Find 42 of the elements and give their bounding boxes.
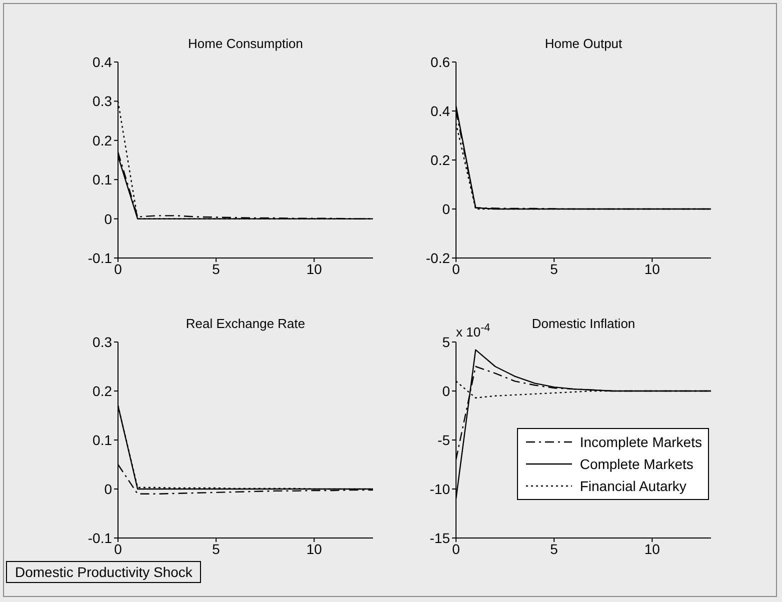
y-tick-label: 0.1 xyxy=(92,172,112,188)
legend-label: Incomplete Markets xyxy=(580,433,702,452)
text: x 10$^{-4}$ xyxy=(456,322,490,340)
y-tick-label: 0.6 xyxy=(430,54,450,70)
chart-title: Home Consumption xyxy=(187,36,304,51)
x-tick-label: 10 xyxy=(644,540,660,557)
y-tick-label: -15 xyxy=(430,530,450,546)
x-tick-label: 10 xyxy=(306,540,322,557)
y-tick-label: 0 xyxy=(104,210,112,227)
legend-label: Complete Markets xyxy=(580,455,694,474)
chart-title: Home Output xyxy=(544,36,624,51)
y-tick-label: -10 xyxy=(430,480,450,497)
y-tick-label: 0 xyxy=(442,200,450,217)
y-tick-label: -0.1 xyxy=(88,530,112,546)
x-tick-label: 0 xyxy=(452,540,460,557)
y-tick-label: 0.4 xyxy=(92,54,112,70)
y-tick-label: 0.4 xyxy=(430,102,450,119)
y-tick-label: 0.3 xyxy=(92,334,112,350)
x-tick-label: 5 xyxy=(550,260,558,277)
y-tick-label: -0.1 xyxy=(88,250,112,266)
chart-title: Domestic Inflation xyxy=(532,316,636,331)
x-tick-label: 0 xyxy=(114,260,122,277)
text: Domestic Productivity Shock xyxy=(6,561,202,583)
y-tick-label: 0.3 xyxy=(92,93,112,110)
y-tick-label: 0.2 xyxy=(92,382,112,399)
x-tick-label: 10 xyxy=(306,260,322,277)
y-tick-label: 0.2 xyxy=(430,152,450,168)
legend-label: Financial Autarky xyxy=(580,477,686,496)
y-tick-label: 0 xyxy=(104,480,112,497)
y-tick-label: -5 xyxy=(438,432,450,448)
x-tick-label: 5 xyxy=(212,540,220,557)
x-tick-label: 0 xyxy=(114,540,122,557)
x-tick-label: 0 xyxy=(452,260,460,277)
x-tick-label: 5 xyxy=(212,260,220,277)
y-tick-label: 0.2 xyxy=(92,132,112,148)
y-tick-label: 5 xyxy=(442,334,450,350)
x-tick-label: 10 xyxy=(644,260,660,277)
y-tick-label: 0.1 xyxy=(92,432,112,448)
chart-title: Real Exchange Rate xyxy=(184,316,306,331)
x-tick-label: 5 xyxy=(550,540,558,557)
y-tick-label: 0 xyxy=(442,382,450,399)
y-tick-label: -0.2 xyxy=(426,250,450,266)
